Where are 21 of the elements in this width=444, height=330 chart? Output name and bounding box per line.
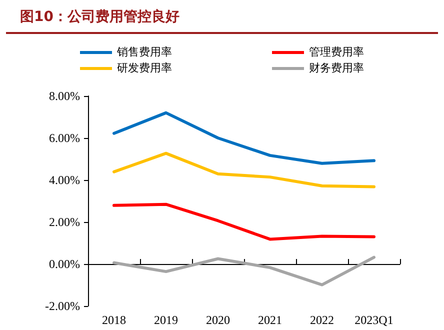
x-tick-label: 2019 [154, 313, 178, 327]
legend-label: 财务费用率 [309, 62, 364, 74]
legend-label: 研发费用率 [117, 62, 172, 74]
y-tick-label: 6.00% [49, 131, 80, 145]
legend-label: 管理费用率 [309, 46, 364, 58]
x-tick-label: 2022 [310, 313, 334, 327]
x-tick-label: 2020 [206, 313, 230, 327]
y-tick-label: -2.00% [45, 299, 80, 313]
x-tick-label: 2023Q1 [354, 313, 394, 327]
line-series [112, 202, 376, 241]
y-tick-label: 2.00% [49, 215, 80, 229]
x-tick-label: 2021 [258, 313, 282, 327]
y-tick-label: 4.00% [49, 173, 80, 187]
line-series [112, 152, 376, 188]
y-tick-label: 8.00% [49, 89, 80, 103]
chart-title: 图10：公司费用管控良好 [6, 0, 438, 34]
x-tick-label: 2018 [102, 313, 126, 327]
line-series [112, 111, 376, 165]
legend-label: 销售费用率 [116, 46, 172, 58]
line-series [112, 256, 376, 286]
y-tick-label: 0.00% [49, 257, 80, 271]
